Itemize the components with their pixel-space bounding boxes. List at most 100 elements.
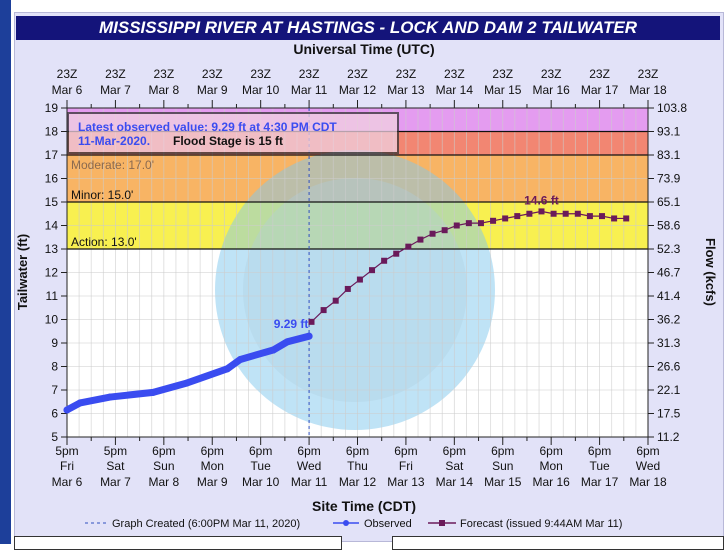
y-tick-label: 12 — [45, 266, 59, 280]
bottom-tick-time: 6pm — [588, 444, 611, 458]
bottom-tick-time: 6pm — [394, 444, 417, 458]
observed-point — [283, 338, 291, 346]
observed-value-label: 9.29 ft — [274, 317, 309, 331]
forecast-point — [369, 267, 376, 274]
forecast-point — [477, 220, 484, 227]
forecast-point — [308, 318, 315, 325]
bottom-tick-date: Mar 13 — [387, 475, 425, 489]
bottom-tick-day: Tue — [251, 459, 272, 473]
y2-tick-label: 73.9 — [657, 172, 681, 186]
bottom-tick-time: 6pm — [539, 444, 562, 458]
top-tick-date: Mar 17 — [581, 83, 619, 97]
y2-tick-label: 36.2 — [657, 313, 681, 327]
crest-value-label: 14.6 ft — [524, 193, 559, 207]
bottom-tick-date: Mar 16 — [532, 475, 570, 489]
top-tick-date: Mar 18 — [629, 83, 667, 97]
bottom-tick-day: Sat — [106, 459, 125, 473]
observed-point — [305, 332, 313, 340]
latest-info-box — [67, 112, 399, 154]
bottom-tick-day: Thu — [347, 459, 368, 473]
bottom-tick-time: 5pm — [55, 444, 78, 458]
forecast-point — [453, 222, 460, 229]
forecast-point — [623, 215, 630, 222]
y2-tick-label: 22.1 — [657, 383, 681, 397]
observed-line — [63, 332, 313, 414]
bottom-tick-date: Mar 10 — [242, 475, 280, 489]
top-tick-date: Mar 16 — [532, 83, 570, 97]
y-tick-label: 8 — [51, 360, 58, 374]
latest-observed-date: 11-Mar-2020. — [78, 134, 150, 148]
top-tick-label: 23Z — [153, 67, 174, 81]
bottom-tick-day: Mon — [539, 459, 562, 473]
top-tick-label: 23Z — [396, 67, 417, 81]
forecast-point — [550, 210, 557, 217]
top-tick-label: 23Z — [347, 67, 368, 81]
top-axis-title: Universal Time (UTC) — [293, 41, 434, 57]
y2-tick-label: 52.3 — [657, 242, 681, 256]
top-tick-label: 23Z — [299, 67, 320, 81]
bottom-tick-time: 6pm — [201, 444, 224, 458]
noaa-logo-inner — [243, 178, 467, 402]
bottom-tick-date: Mar 11 — [291, 475, 328, 489]
top-tick-date: Mar 12 — [339, 83, 377, 97]
legend-observed-label: Observed — [364, 518, 412, 530]
top-tick-date: Mar 15 — [484, 83, 522, 97]
legend-forecast-marker — [439, 520, 445, 526]
forecast-point — [526, 210, 533, 217]
y-tick-label: 6 — [51, 407, 58, 421]
y2-tick-label: 31.3 — [657, 336, 681, 350]
forecast-point — [562, 210, 569, 217]
top-tick-date: Mar 11 — [291, 83, 328, 97]
bottom-tick-date: Mar 18 — [629, 475, 667, 489]
observed-point — [269, 346, 277, 354]
y-tick-label: 11 — [46, 289, 59, 303]
latest-observed-text: Latest observed value: 9.29 ft at 4:30 P… — [78, 120, 337, 134]
top-tick-date: Mar 7 — [100, 83, 131, 97]
forecast-point — [417, 236, 424, 243]
observed-point — [183, 379, 191, 387]
bottom-tick-day: Fri — [60, 459, 74, 473]
forecast-point — [586, 213, 593, 220]
y-tick-label: 16 — [45, 172, 59, 186]
forecast-point — [599, 213, 606, 220]
bottom-tick-day: Wed — [636, 459, 660, 473]
window-edge — [0, 0, 11, 544]
bottom-tick-time: 5pm — [104, 444, 127, 458]
top-tick-label: 23Z — [444, 67, 465, 81]
bottom-tick-date: Mar 9 — [197, 475, 228, 489]
bottom-tick-day: Mon — [201, 459, 224, 473]
forecast-point — [405, 243, 412, 250]
forecast-point — [490, 217, 497, 224]
top-tick-date: Mar 6 — [52, 83, 83, 97]
top-tick-label: 23Z — [541, 67, 562, 81]
y2-tick-label: 41.4 — [657, 289, 681, 303]
y-tick-label: 5 — [51, 430, 58, 444]
bottom-tick-date: Mar 8 — [148, 475, 179, 489]
bottom-tick-day: Wed — [297, 459, 321, 473]
y-tick-label: 19 — [45, 101, 59, 115]
forecast-point — [502, 215, 509, 222]
bottom-tick-date: Mar 6 — [52, 475, 83, 489]
observed-point — [76, 399, 84, 407]
y2-tick-label: 11.2 — [657, 430, 680, 444]
bottom-tick-day: Fri — [399, 459, 413, 473]
y-tick-label: 15 — [45, 195, 59, 209]
forecast-point — [344, 285, 351, 292]
forecast-point — [465, 220, 472, 227]
bottom-tick-time: 6pm — [249, 444, 272, 458]
y-tick-label: 10 — [45, 313, 59, 327]
bottom-tick-time: 6pm — [152, 444, 175, 458]
bottom-tick-date: Mar 14 — [436, 475, 474, 489]
forecast-point — [538, 208, 545, 215]
y2-tick-label: 26.6 — [657, 360, 681, 374]
bottom-tick-day: Sat — [445, 459, 464, 473]
top-tick-label: 23Z — [202, 67, 223, 81]
forecast-point — [514, 213, 521, 220]
top-tick-label: 23Z — [492, 67, 513, 81]
observed-point — [106, 393, 114, 401]
legend-observed-marker — [343, 520, 349, 526]
y2-tick-label: 93.1 — [657, 125, 681, 139]
bottom-tick-date: Mar 12 — [339, 475, 377, 489]
legend-created-label: Graph Created (6:00PM Mar 11, 2020) — [112, 518, 300, 530]
top-tick-label: 23Z — [250, 67, 271, 81]
